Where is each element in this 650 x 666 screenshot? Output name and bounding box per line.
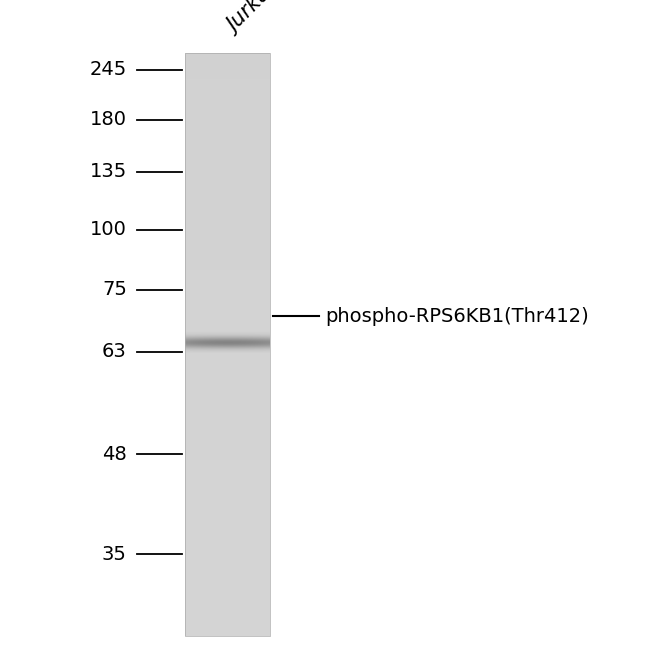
Text: 48: 48: [102, 445, 127, 464]
Text: 245: 245: [90, 61, 127, 79]
Bar: [185, 53, 270, 636]
Text: phospho-RPS6KB1(Thr412): phospho-RPS6KB1(Thr412): [325, 307, 589, 326]
Text: 63: 63: [102, 342, 127, 361]
Text: 135: 135: [90, 163, 127, 181]
Text: Jurkat: Jurkat: [224, 0, 281, 37]
Text: 75: 75: [102, 280, 127, 299]
Text: 180: 180: [90, 111, 127, 129]
Text: 100: 100: [90, 220, 127, 239]
Text: 35: 35: [102, 545, 127, 563]
